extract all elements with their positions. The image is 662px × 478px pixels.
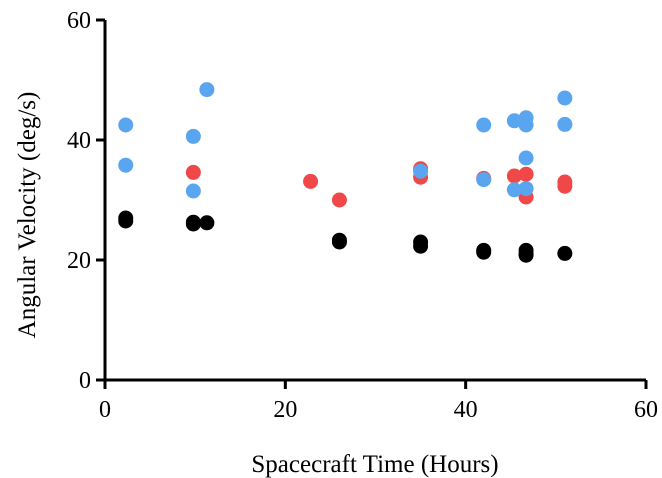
data-point: [118, 117, 134, 133]
x-tick-label: 40: [454, 397, 478, 423]
data-points: [118, 82, 573, 263]
data-point: [185, 164, 201, 180]
data-point: [506, 182, 522, 198]
data-point: [476, 117, 492, 133]
axes: [103, 20, 646, 382]
data-point: [518, 181, 534, 197]
y-tick-label: 40: [67, 128, 91, 154]
data-point: [476, 172, 492, 188]
data-point: [557, 245, 573, 261]
data-point: [331, 192, 347, 208]
data-point: [118, 157, 134, 173]
data-point: [303, 173, 319, 189]
data-point: [476, 244, 492, 260]
data-point: [557, 178, 573, 194]
x-tick-label: 0: [99, 397, 111, 423]
data-point: [557, 90, 573, 106]
series-2: [118, 82, 573, 199]
data-point: [557, 116, 573, 132]
data-point: [518, 166, 534, 182]
x-axis-title: Spacecraft Time (Hours): [251, 451, 498, 478]
y-tick-label: 0: [79, 368, 91, 394]
data-point: [413, 163, 429, 179]
data-point: [118, 213, 134, 229]
x-tick-label: 60: [634, 397, 658, 423]
data-point: [518, 150, 534, 166]
series-0: [118, 210, 573, 263]
y-axis-title: Angular Velocity (deg/s): [14, 92, 41, 339]
data-point: [518, 117, 534, 133]
data-point: [199, 215, 215, 231]
ticks: 0 20 40 60 0 20 40 60: [67, 8, 658, 423]
y-tick-label: 60: [67, 8, 91, 34]
data-point: [185, 183, 201, 199]
x-tick-label: 20: [273, 397, 297, 423]
data-point: [518, 247, 534, 263]
y-tick-label: 20: [67, 248, 91, 274]
data-point: [413, 238, 429, 254]
data-point: [185, 128, 201, 144]
data-point: [331, 234, 347, 250]
data-point: [506, 168, 522, 184]
data-point: [185, 216, 201, 232]
data-point: [199, 82, 215, 98]
data-point: [506, 113, 522, 129]
